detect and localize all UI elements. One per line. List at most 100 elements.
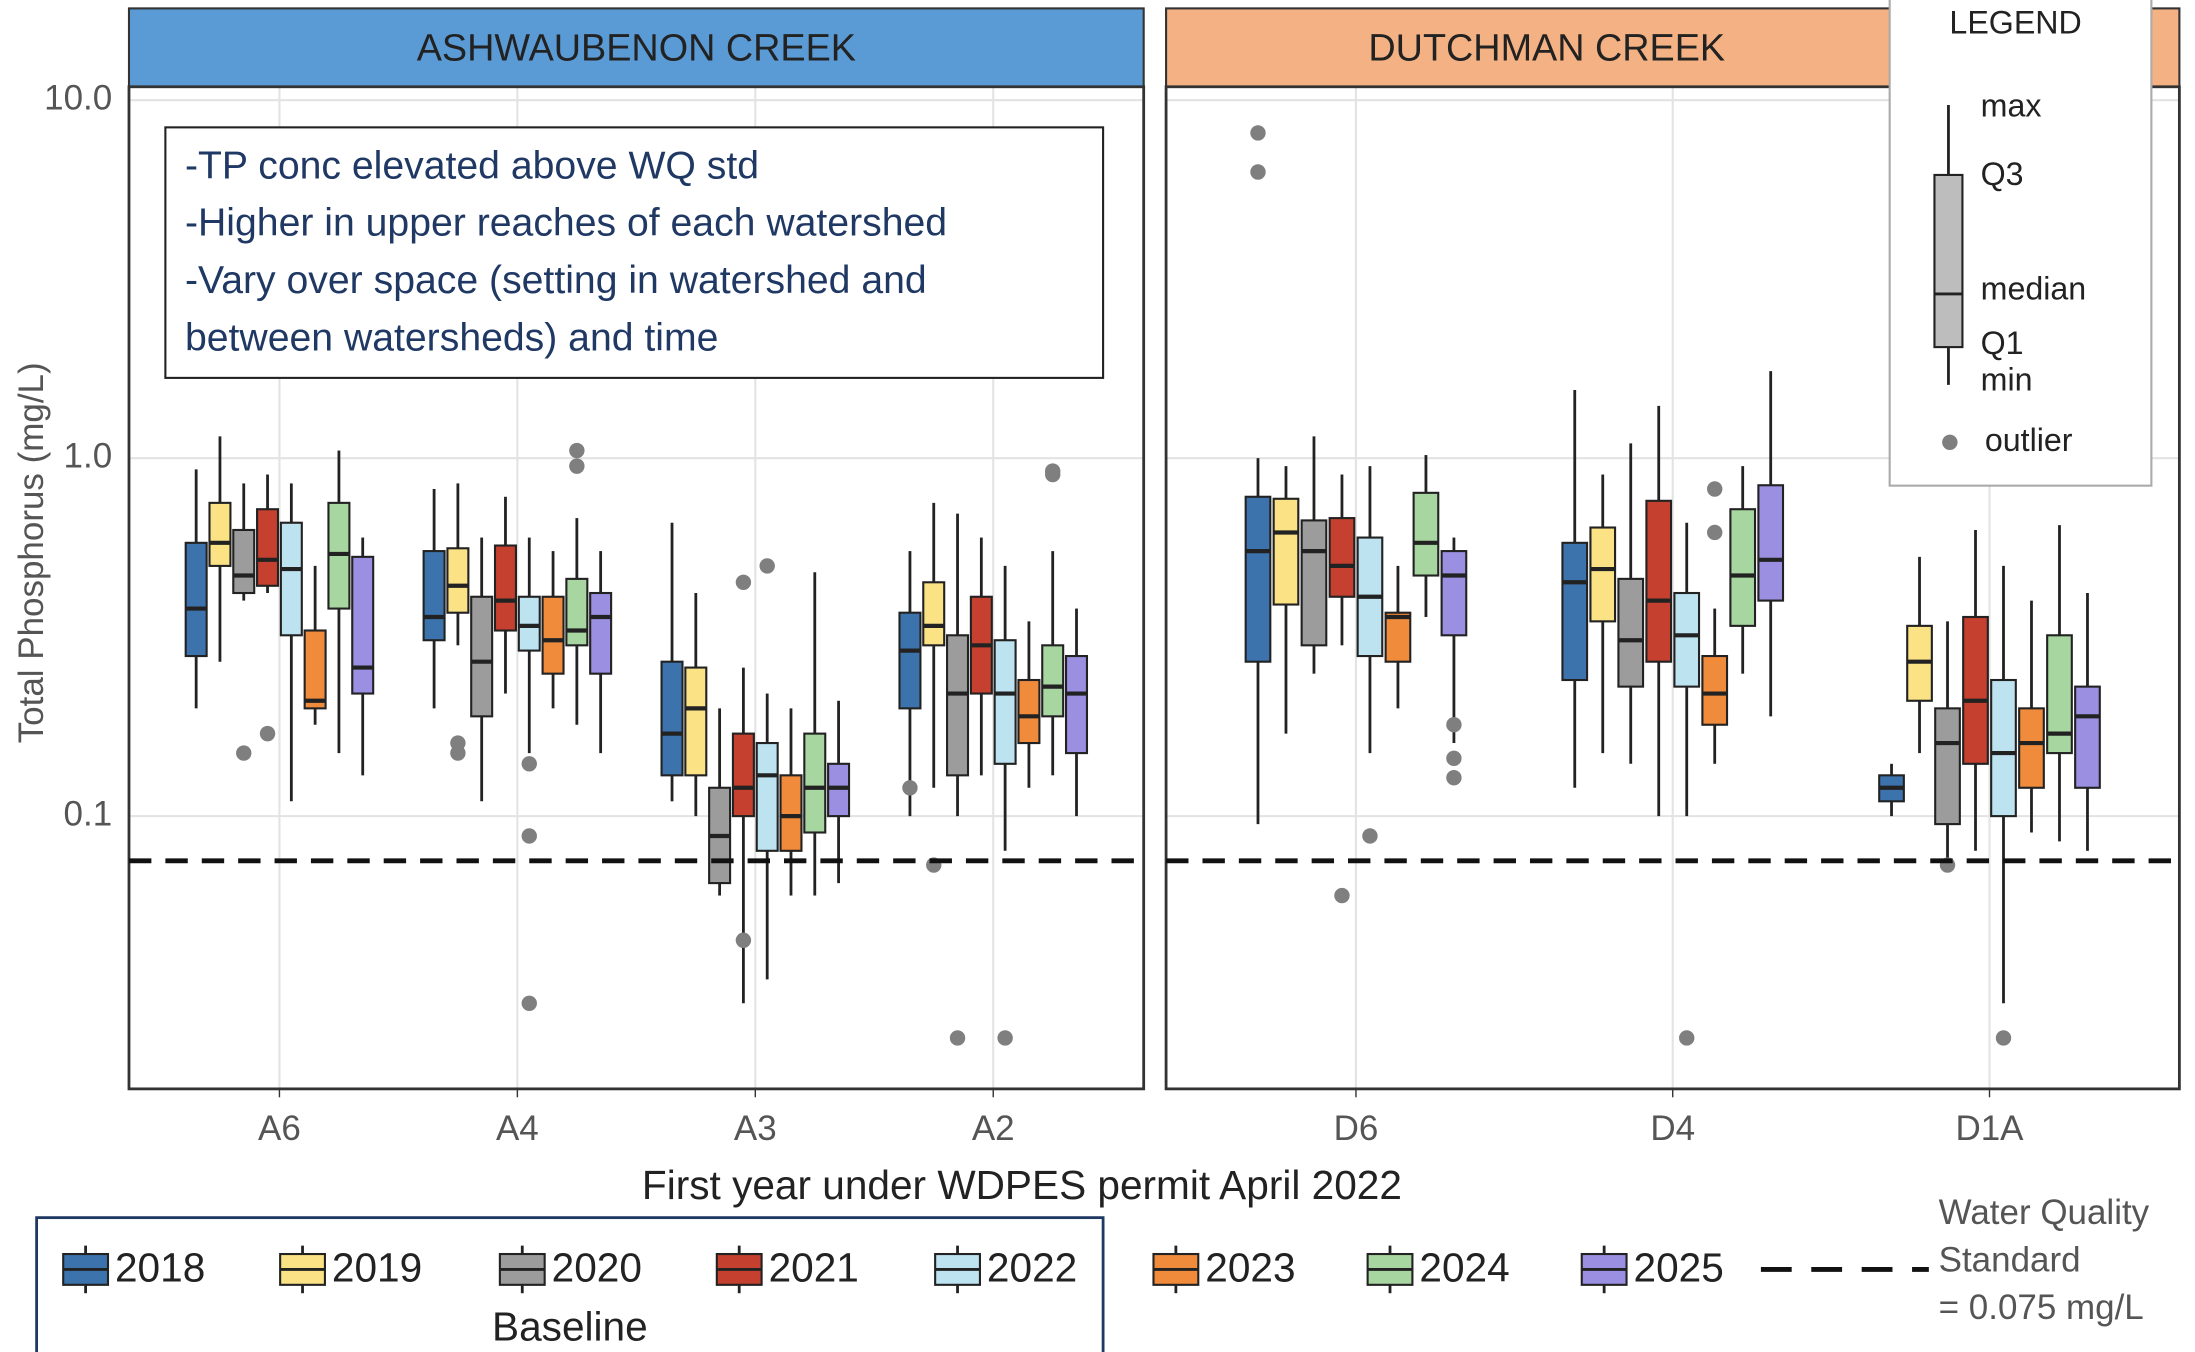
legend-key-label: Q3 — [1981, 156, 2024, 192]
x-note: First year under WDPES permit April 2022 — [642, 1162, 1402, 1208]
x-tick-label: D4 — [1650, 1109, 1695, 1148]
box — [422, 550, 446, 642]
box — [470, 595, 494, 718]
outlier — [735, 574, 752, 590]
legend-key-label: min — [1981, 362, 2033, 398]
box — [803, 732, 827, 834]
annotation-box — [164, 126, 1105, 379]
outlier — [759, 558, 775, 574]
box — [1990, 678, 2017, 818]
box — [589, 591, 613, 675]
y-axis-label: Total Phosphorus (mg/L) — [12, 362, 51, 743]
box — [684, 666, 708, 777]
box — [1440, 550, 1468, 637]
box — [731, 732, 755, 818]
legend-label: 2023 — [1205, 1245, 1295, 1291]
outlier — [1250, 164, 1266, 180]
panel-border — [1164, 85, 2181, 1091]
box — [1673, 591, 1701, 688]
y-tick-label: 1.0 — [64, 436, 113, 475]
box — [827, 762, 851, 818]
box — [1300, 519, 1328, 647]
box — [946, 634, 970, 777]
box — [1384, 611, 1412, 663]
reference-label: Standard — [1939, 1241, 2081, 1280]
outlier — [521, 756, 537, 772]
x-tick-label: D1A — [1955, 1109, 2024, 1148]
box — [1934, 707, 1961, 826]
box — [1645, 499, 1673, 663]
outlier — [1707, 524, 1723, 541]
y-tick-label: 0.1 — [64, 794, 113, 833]
box — [446, 547, 470, 614]
x-tick-label: A3 — [734, 1109, 777, 1148]
legend-key-label: median — [1981, 271, 2087, 307]
y-tick-label: 10.0 — [44, 78, 112, 117]
outlier — [949, 1030, 966, 1046]
box — [1962, 615, 1989, 765]
legend-key-label: Q1 — [1981, 325, 2024, 361]
box — [1328, 517, 1356, 598]
box — [1244, 495, 1272, 663]
box — [1701, 654, 1729, 726]
legend-key-label: max — [1981, 87, 2042, 123]
outlier — [1250, 125, 1266, 141]
outlier — [1679, 1030, 1695, 1046]
outlier — [1045, 463, 1061, 479]
box — [541, 595, 565, 675]
box — [565, 577, 589, 647]
annotation-line: -Higher in upper reaches of each watersh… — [185, 202, 947, 245]
box — [1729, 508, 1757, 627]
legend-key-glyph — [1933, 173, 1964, 349]
legend-label: 2025 — [1634, 1245, 1724, 1291]
outlier — [569, 458, 585, 474]
x-tick-label: A4 — [496, 1109, 539, 1148]
box — [184, 541, 208, 658]
box — [1589, 526, 1617, 623]
box — [660, 660, 684, 777]
legend-label: 2021 — [769, 1245, 859, 1291]
box — [898, 611, 922, 710]
outlier — [735, 932, 752, 948]
facet-title: DUTCHMAN CREEK — [1368, 27, 1725, 69]
outlier — [902, 780, 918, 796]
legend-label: 2019 — [332, 1245, 422, 1291]
outlier — [236, 745, 252, 761]
box — [993, 639, 1017, 765]
box — [517, 595, 541, 652]
facet-title: ASHWAUBENON CREEK — [417, 27, 856, 69]
outlier — [1362, 828, 1378, 844]
legend-label: 2018 — [115, 1245, 205, 1291]
outlier — [1446, 770, 1462, 786]
x-tick-label: A2 — [972, 1109, 1015, 1148]
legend-key-outlier — [1942, 434, 1958, 450]
legend-key-box — [1888, 0, 2153, 487]
outlier — [997, 1030, 1013, 1046]
box — [1041, 644, 1065, 718]
box — [1272, 497, 1300, 606]
outlier — [1707, 481, 1723, 497]
outlier — [1995, 1030, 2012, 1046]
outlier — [521, 828, 537, 844]
box — [2018, 707, 2045, 789]
baseline-label: Baseline — [492, 1303, 648, 1349]
reference-label: Water Quality — [1939, 1193, 2150, 1232]
annotation-line: -Vary over space (setting in watershed a… — [185, 259, 927, 302]
legend-key-label: outlier — [1985, 422, 2073, 458]
box — [755, 741, 779, 852]
box — [279, 521, 303, 637]
outlier — [569, 442, 585, 459]
reference-label: = 0.075 mg/L — [1939, 1288, 2144, 1327]
box — [208, 501, 232, 567]
outlier — [1446, 717, 1462, 733]
box — [1617, 577, 1645, 688]
box — [256, 508, 280, 587]
x-tick-label: D6 — [1334, 1109, 1379, 1148]
box — [351, 555, 375, 695]
box — [303, 629, 327, 710]
box — [1017, 678, 1041, 745]
box — [779, 774, 803, 852]
baseline-box — [35, 1216, 1105, 1352]
